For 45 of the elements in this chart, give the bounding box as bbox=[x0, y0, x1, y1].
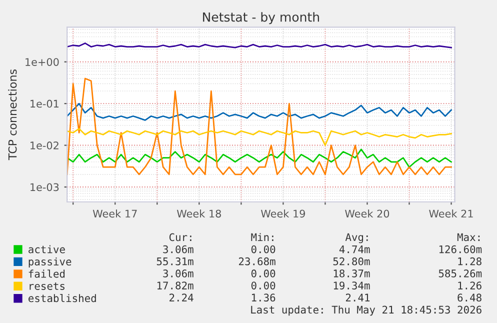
text: 2.41 bbox=[346, 294, 370, 302]
line-series bbox=[67, 148, 452, 168]
text: 6.48 bbox=[458, 294, 482, 302]
text: 4.74m bbox=[339, 245, 370, 254]
text: 0.00 bbox=[251, 282, 276, 290]
text: 0.00 bbox=[251, 245, 276, 254]
text: 126.60m bbox=[439, 245, 482, 254]
y-axis-title: TCP connections bbox=[8, 69, 17, 160]
text: 19.34m bbox=[334, 282, 370, 290]
text: Min: bbox=[251, 233, 274, 241]
chart-title: Netstat - by month bbox=[203, 12, 319, 24]
text: 1.36 bbox=[252, 294, 276, 302]
x-tick-label: Week 18 bbox=[176, 210, 221, 218]
x-tick-label: Week 19 bbox=[260, 210, 306, 218]
text: 17.82m bbox=[157, 282, 194, 290]
line-series bbox=[67, 78, 452, 176]
text: 52.80m bbox=[333, 257, 370, 266]
legend-label: passive bbox=[28, 257, 72, 268]
legend-label: resets bbox=[30, 282, 64, 290]
x-tick-label: Week 20 bbox=[345, 210, 390, 218]
text: Max: bbox=[457, 233, 480, 242]
y-tick-label: 1e-03 bbox=[30, 183, 59, 192]
y-tick-label: 1e-02 bbox=[30, 142, 58, 150]
text: 585.26m bbox=[438, 270, 482, 278]
legend-label: active bbox=[28, 245, 65, 254]
text: 1.26 bbox=[458, 282, 482, 290]
x-tick-label: Week 21 bbox=[429, 210, 473, 218]
text: Cur: bbox=[169, 233, 192, 242]
x-tick-label: Week 17 bbox=[92, 210, 137, 218]
text: 18.37m bbox=[334, 270, 370, 278]
text: Last update: Thu May 21 18:45:53 2026 bbox=[251, 306, 482, 316]
text: 1.28 bbox=[458, 257, 482, 266]
text: 3.06m bbox=[163, 270, 194, 278]
legend-label: failed bbox=[28, 270, 65, 278]
text: 23.68m bbox=[238, 257, 276, 266]
text: 3.06m bbox=[163, 245, 194, 254]
line-series bbox=[67, 102, 452, 121]
text: 2.24 bbox=[170, 294, 194, 302]
line-series bbox=[67, 128, 452, 146]
text: 55.31m bbox=[156, 257, 194, 266]
y-tick-label: 1e-01 bbox=[30, 100, 58, 108]
legend-label: established bbox=[28, 294, 96, 302]
text: Avg: bbox=[345, 233, 368, 244]
y-tick-label: 1e+00 bbox=[26, 58, 59, 66]
text: 0.00 bbox=[251, 270, 276, 278]
